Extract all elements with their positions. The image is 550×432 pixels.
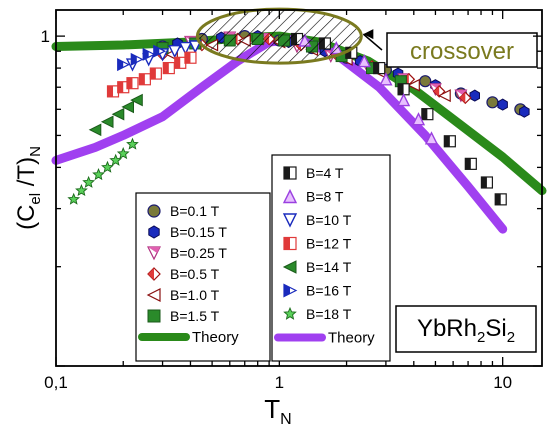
data-point bbox=[126, 77, 139, 90]
x-axis-label: TN bbox=[264, 394, 291, 428]
data-point bbox=[480, 176, 494, 189]
legend-marker bbox=[282, 260, 297, 274]
data-point bbox=[92, 168, 105, 181]
x-tick-label: 0,1 bbox=[44, 373, 68, 392]
legend-label: B=0.5 T bbox=[170, 266, 220, 282]
data-point bbox=[168, 45, 182, 59]
data-point bbox=[396, 93, 411, 107]
legend-label: B=0.15 T bbox=[170, 224, 227, 240]
data-point bbox=[379, 72, 393, 86]
data-point bbox=[130, 93, 143, 107]
legend-label: B=14 T bbox=[306, 259, 352, 275]
data-point bbox=[497, 98, 508, 111]
legend-label: B=0.1 T bbox=[170, 203, 220, 219]
data-point bbox=[443, 135, 456, 148]
y-tick-label: 1 bbox=[41, 27, 50, 46]
y-axis-label: (Cel /T)N bbox=[13, 146, 44, 230]
data-point bbox=[411, 112, 426, 126]
data-point bbox=[82, 175, 96, 188]
data-point bbox=[188, 40, 202, 54]
legend-theory-label: Theory bbox=[328, 330, 375, 347]
data-point bbox=[424, 131, 439, 145]
legend-marker bbox=[283, 306, 297, 320]
compound-label: YbRh2Si2 bbox=[417, 315, 515, 346]
data-point bbox=[162, 61, 175, 75]
data-point bbox=[178, 41, 193, 56]
data-point bbox=[121, 100, 134, 114]
data-point bbox=[138, 73, 151, 86]
data-point bbox=[142, 47, 156, 61]
crossover-arrow bbox=[362, 33, 383, 51]
data-point bbox=[519, 105, 530, 118]
labels: TN (Cel /T)N bbox=[13, 146, 292, 428]
series-b-18-t bbox=[67, 137, 139, 205]
legend-label: B=4 T bbox=[306, 165, 344, 181]
data-point bbox=[101, 160, 114, 173]
data-point bbox=[494, 193, 507, 206]
legend-marker bbox=[282, 188, 298, 204]
series-b-12-t bbox=[106, 51, 197, 98]
data-point bbox=[126, 137, 139, 150]
data-point bbox=[486, 96, 499, 109]
crossover-arrow-head bbox=[363, 29, 374, 40]
legend-label: B=1.5 T bbox=[170, 308, 220, 324]
legend-right: B=4 T B=8 T B=10 T B=12 T B=14 T B=16 T B=18 T… bbox=[271, 154, 391, 362]
series-b-16-t bbox=[117, 44, 167, 72]
legend-left: B=0.1 T B=0.15 T B=0.25 T B=0.5 T B=1.0 T B=1… bbox=[135, 192, 271, 362]
legend-label: B=10 T bbox=[306, 212, 352, 228]
legend-label: B=16 T bbox=[306, 283, 352, 299]
legend-marker bbox=[283, 283, 298, 298]
legend-label: B=0.25 T bbox=[170, 245, 227, 261]
legend-label: B=12 T bbox=[306, 236, 352, 252]
legend-marker bbox=[147, 309, 161, 323]
data-point bbox=[174, 56, 187, 69]
legend-marker bbox=[146, 288, 161, 302]
x-tick-label: 10 bbox=[493, 373, 512, 392]
data-point bbox=[149, 67, 162, 80]
crossover-box bbox=[386, 32, 538, 68]
legend-marker bbox=[283, 166, 297, 180]
data-point bbox=[469, 89, 480, 102]
data-point bbox=[458, 91, 472, 105]
legend-theory-label: Theory bbox=[192, 329, 239, 346]
data-point bbox=[373, 61, 386, 75]
legend-label: B=8 T bbox=[306, 189, 344, 205]
data-point bbox=[117, 58, 131, 72]
data-point bbox=[437, 89, 451, 103]
data-point bbox=[153, 44, 167, 58]
legend-label: B=18 T bbox=[306, 306, 352, 322]
plot-frame bbox=[55, 9, 543, 367]
data-point bbox=[100, 115, 114, 129]
data-point bbox=[106, 85, 120, 98]
data-point bbox=[419, 75, 432, 88]
data-point bbox=[421, 108, 434, 121]
legend-marker bbox=[147, 204, 161, 218]
data-point bbox=[464, 157, 477, 170]
data-point bbox=[67, 192, 81, 205]
data-point bbox=[75, 184, 88, 197]
legend-marker bbox=[147, 246, 161, 261]
data-point bbox=[184, 51, 197, 64]
data-point bbox=[406, 78, 420, 92]
axes: 0,1 1 10 1 bbox=[41, 9, 543, 392]
data-point bbox=[130, 52, 144, 66]
legend-marker bbox=[282, 213, 298, 228]
series-b-14-t bbox=[88, 93, 143, 137]
crossover-label: crossover bbox=[410, 38, 514, 65]
compound-box bbox=[395, 305, 537, 353]
x-tick-label: 1 bbox=[275, 373, 284, 392]
legend-marker bbox=[148, 225, 160, 239]
legend-marker bbox=[147, 267, 161, 281]
legend-label: B=1.0 T bbox=[170, 287, 220, 303]
crossover-region: crossover bbox=[195, 7, 538, 68]
legend-right-frame bbox=[271, 154, 391, 362]
data-point bbox=[116, 147, 130, 160]
data-point bbox=[111, 107, 125, 121]
data-point bbox=[357, 54, 371, 68]
data-point bbox=[88, 123, 102, 137]
legend-marker bbox=[283, 236, 297, 251]
